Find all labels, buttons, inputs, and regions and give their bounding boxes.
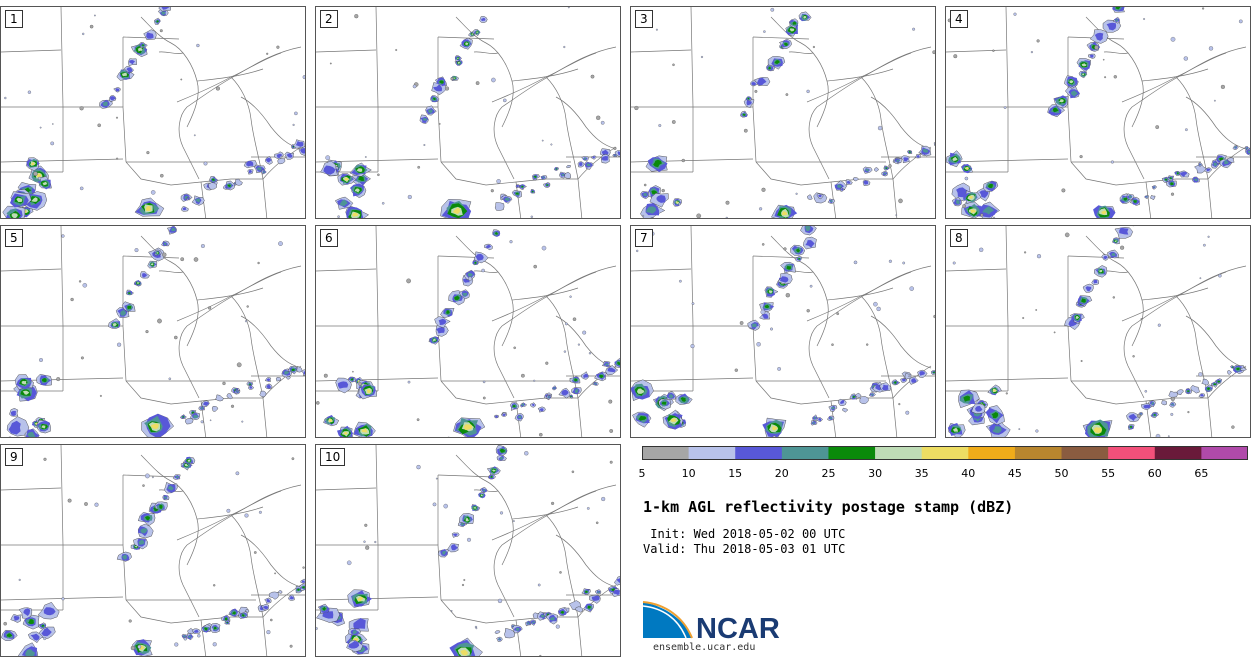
reflectivity-map: [946, 226, 1250, 437]
reflectivity-colorbar: [642, 446, 1248, 460]
colorbar-tick-label: 35: [914, 467, 929, 480]
colorbar-bin: [1201, 446, 1248, 460]
reflectivity-map: [316, 445, 620, 656]
postage-stamp-panel: 10: [315, 444, 621, 657]
colorbar-tick-label: 20: [774, 467, 789, 480]
colorbar-bin: [1108, 446, 1156, 460]
colorbar-tick-label: 65: [1194, 467, 1209, 480]
reflectivity-map: [946, 7, 1250, 218]
colorbar-tick-label: 40: [961, 467, 976, 480]
colorbar-tick-label: 30: [868, 467, 883, 480]
panel-number-label: 7: [635, 229, 653, 247]
colorbar-bin: [1061, 446, 1109, 460]
colorbar-tick-label: 45: [1007, 467, 1022, 480]
postage-stamp-panel: 6: [315, 225, 621, 438]
colorbar-bin: [828, 446, 876, 460]
panel-number-label: 8: [950, 229, 968, 247]
ncar-logo-text: NCAR: [696, 613, 780, 644]
colorbar-bin: [642, 446, 690, 460]
reflectivity-map: [316, 226, 620, 437]
colorbar-bin: [1154, 446, 1202, 460]
reflectivity-echoes: [1, 456, 305, 656]
postage-stamp-panel: 3: [630, 6, 936, 219]
colorbar-tick-label: 15: [728, 467, 743, 480]
ncar-logo-mark: [643, 602, 692, 638]
reflectivity-echoes: [631, 226, 935, 437]
panel-number-label: 3: [635, 10, 653, 28]
reflectivity-echoes: [2, 7, 305, 218]
reflectivity-map: [316, 7, 620, 218]
panel-number-label: 5: [5, 229, 23, 247]
colorbar-bin: [921, 446, 969, 460]
colorbar-bin: [688, 446, 736, 460]
postage-stamp-panel: 1: [0, 6, 306, 219]
colorbar-tick-label: 5: [638, 467, 646, 480]
colorbar-tick-label: 25: [821, 467, 836, 480]
ncar-logo: NCAR: [642, 601, 780, 644]
logo-url: ensemble.ucar.edu: [653, 642, 756, 653]
reflectivity-echoes: [316, 229, 620, 437]
colorbar-bin: [875, 446, 923, 460]
init-time: Init: Wed 2018-05-02 00 UTC: [643, 527, 846, 541]
reflectivity-map: [1, 226, 305, 437]
postage-stamp-panel: 2: [315, 6, 621, 219]
reflectivity-echoes: [946, 7, 1250, 218]
reflectivity-map: [1, 445, 305, 656]
valid-time: Valid: Thu 2018-05-03 01 UTC: [643, 542, 846, 556]
reflectivity-map: [631, 7, 935, 218]
colorbar-bin: [968, 446, 1016, 460]
postage-stamp-panel: 9: [0, 444, 306, 657]
panel-number-label: 4: [950, 10, 968, 28]
postage-stamp-panel: 7: [630, 225, 936, 438]
postage-stamp-panel: 8: [945, 225, 1251, 438]
colorbar-tick-label: 60: [1147, 467, 1162, 480]
reflectivity-echoes: [6, 226, 305, 437]
colorbar-bin: [735, 446, 783, 460]
figure-title: 1-km AGL reflectivity postage stamp (dBZ…: [643, 498, 1014, 516]
reflectivity-map: [631, 226, 935, 437]
panel-number-label: 2: [320, 10, 338, 28]
postage-stamp-panel: 5: [0, 225, 306, 438]
colorbar-bin: [1014, 446, 1063, 460]
colorbar-tick-label: 55: [1101, 467, 1116, 480]
panel-number-label: 6: [320, 229, 338, 247]
colorbar-tick-label: 10: [681, 467, 696, 480]
panel-number-label: 1: [5, 10, 23, 28]
postage-stamp-panel: 4: [945, 6, 1251, 219]
colorbar-bin: [781, 446, 829, 460]
reflectivity-echoes: [634, 7, 935, 218]
reflectivity-echoes: [316, 445, 620, 656]
reflectivity-echoes: [320, 7, 620, 218]
reflectivity-map: [1, 7, 305, 218]
reflectivity-echoes: [947, 226, 1248, 437]
panel-number-label: 9: [5, 448, 23, 466]
colorbar-tick-label: 50: [1054, 467, 1069, 480]
panel-number-label: 10: [320, 448, 346, 466]
